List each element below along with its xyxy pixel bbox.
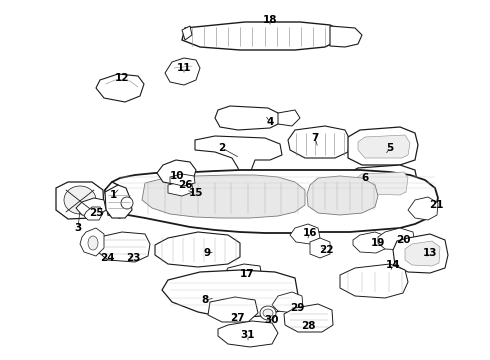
- Polygon shape: [105, 182, 128, 218]
- Polygon shape: [195, 136, 282, 175]
- Text: 25: 25: [89, 208, 103, 218]
- Polygon shape: [142, 175, 305, 218]
- Polygon shape: [96, 74, 144, 102]
- Polygon shape: [56, 182, 104, 219]
- Text: 13: 13: [423, 248, 437, 258]
- Text: 7: 7: [311, 133, 318, 143]
- Text: 2: 2: [219, 143, 225, 153]
- Text: 20: 20: [396, 235, 410, 245]
- Polygon shape: [345, 165, 418, 200]
- Polygon shape: [105, 170, 438, 233]
- Text: 6: 6: [362, 173, 368, 183]
- Ellipse shape: [121, 197, 133, 209]
- Text: 26: 26: [178, 180, 192, 190]
- Polygon shape: [290, 224, 320, 244]
- Text: 10: 10: [170, 171, 184, 181]
- Text: 28: 28: [301, 321, 315, 331]
- Polygon shape: [76, 198, 106, 217]
- Text: 5: 5: [387, 143, 393, 153]
- Text: 4: 4: [266, 117, 274, 127]
- Text: 29: 29: [290, 303, 304, 313]
- Polygon shape: [358, 135, 410, 158]
- Text: 19: 19: [371, 238, 385, 248]
- Polygon shape: [168, 182, 193, 196]
- Text: 30: 30: [265, 315, 279, 325]
- Text: 12: 12: [115, 73, 129, 83]
- Polygon shape: [215, 106, 282, 130]
- Polygon shape: [80, 228, 104, 256]
- Polygon shape: [170, 174, 195, 186]
- Polygon shape: [165, 58, 200, 85]
- Text: 8: 8: [201, 295, 209, 305]
- Polygon shape: [208, 297, 258, 322]
- Text: 18: 18: [263, 15, 277, 25]
- Polygon shape: [105, 185, 132, 218]
- Text: 27: 27: [230, 313, 245, 323]
- Polygon shape: [340, 264, 408, 298]
- Polygon shape: [355, 172, 408, 195]
- Polygon shape: [330, 26, 362, 47]
- Polygon shape: [224, 264, 262, 284]
- Polygon shape: [278, 110, 300, 126]
- Text: 21: 21: [429, 200, 443, 210]
- Text: 11: 11: [177, 63, 191, 73]
- Polygon shape: [84, 207, 103, 220]
- Text: 9: 9: [203, 248, 211, 258]
- Polygon shape: [288, 126, 350, 158]
- Text: 22: 22: [319, 245, 333, 255]
- Polygon shape: [98, 232, 150, 262]
- Polygon shape: [393, 234, 448, 273]
- Ellipse shape: [260, 306, 276, 320]
- Text: 23: 23: [126, 253, 140, 263]
- Polygon shape: [284, 304, 333, 332]
- Ellipse shape: [64, 186, 96, 214]
- Ellipse shape: [88, 236, 98, 250]
- Polygon shape: [162, 270, 298, 318]
- Polygon shape: [272, 292, 303, 313]
- Text: 15: 15: [189, 188, 203, 198]
- Ellipse shape: [263, 309, 273, 317]
- Text: 14: 14: [386, 260, 400, 270]
- Text: 3: 3: [74, 223, 82, 233]
- Polygon shape: [218, 321, 278, 347]
- Text: 31: 31: [241, 330, 255, 340]
- Polygon shape: [378, 228, 415, 250]
- Polygon shape: [157, 160, 196, 185]
- Polygon shape: [182, 26, 192, 40]
- Polygon shape: [348, 127, 418, 165]
- Text: 1: 1: [109, 190, 117, 200]
- Polygon shape: [182, 22, 340, 50]
- Polygon shape: [310, 238, 330, 258]
- Text: 17: 17: [240, 269, 254, 279]
- Text: 24: 24: [99, 253, 114, 263]
- Polygon shape: [408, 197, 438, 220]
- Text: 16: 16: [303, 228, 317, 238]
- Polygon shape: [405, 241, 440, 266]
- Polygon shape: [353, 232, 387, 253]
- Polygon shape: [307, 176, 378, 215]
- Polygon shape: [155, 232, 240, 267]
